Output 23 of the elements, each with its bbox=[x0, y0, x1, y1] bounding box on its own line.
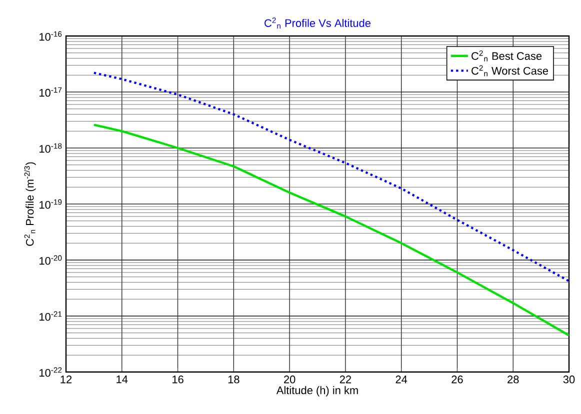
x-axis-title: Altitude (h) in km bbox=[276, 386, 358, 396]
x-tick-label: 24 bbox=[396, 376, 408, 384]
x-tick-label: 26 bbox=[452, 376, 463, 384]
legend-label: C$^{2}$$_{n}$ Best Case bbox=[472, 50, 542, 62]
y-tick-label: 10$^{-19}$ bbox=[40, 199, 62, 209]
y-tick-label: 10$^{-18}$ bbox=[40, 143, 62, 153]
chart-title: C$^{2}$$_{n}$ Profile Vs Altitude bbox=[264, 18, 370, 29]
x-tick-label: 20 bbox=[284, 376, 296, 384]
y-tick-label: 10$^{-16}$ bbox=[40, 31, 62, 41]
line-series bbox=[92, 124, 570, 337]
x-tick-label: 30 bbox=[563, 376, 575, 384]
x-tick-label: 14 bbox=[116, 376, 128, 384]
y-tick-label: 10$^{-22}$ bbox=[40, 367, 62, 377]
y-tick-label: 10$^{-20}$ bbox=[40, 255, 62, 265]
x-tick-label: 22 bbox=[340, 376, 351, 384]
x-tick-label: 12 bbox=[60, 376, 72, 384]
x-tick-label: 18 bbox=[228, 376, 240, 384]
y-tick-label: 10$^{-21}$ bbox=[40, 311, 62, 321]
y-tick-label: 10$^{-17}$ bbox=[40, 87, 62, 97]
x-tick-label: 28 bbox=[508, 376, 519, 384]
y-axis-title: C$^{2}$$_{n}$ Profile (m$^{-2/3}$) bbox=[24, 162, 36, 246]
legend-label: C$^{2}$$_{n}$ Worst Case bbox=[472, 65, 548, 76]
x-tick-label: 16 bbox=[172, 376, 184, 384]
